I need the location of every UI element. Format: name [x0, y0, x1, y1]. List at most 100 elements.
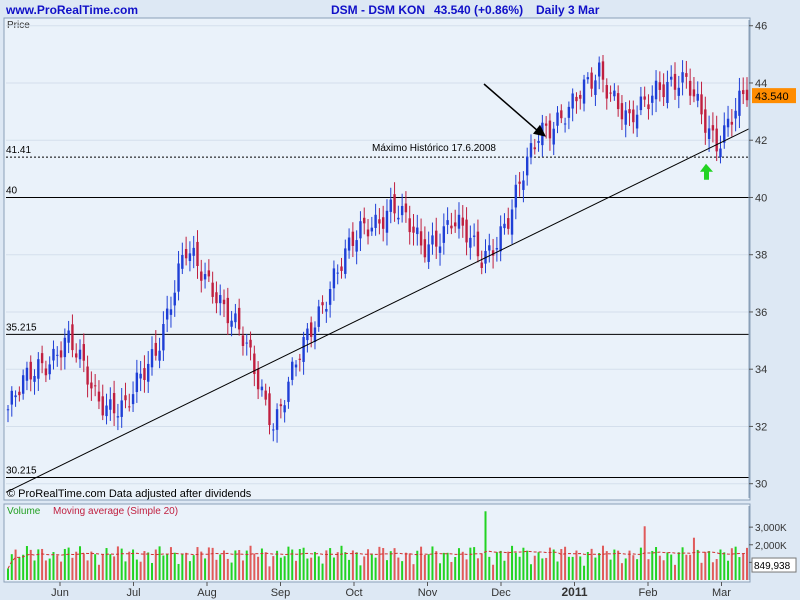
candlestick-series	[6, 54, 749, 443]
candle-body	[109, 399, 112, 410]
candle-body	[196, 241, 199, 267]
price-tick-label: 46	[755, 21, 767, 33]
candle-body	[192, 247, 195, 256]
volume-bar	[177, 563, 180, 580]
volume-bar	[556, 561, 559, 580]
candle-body	[389, 199, 392, 212]
volume-bar	[567, 556, 570, 580]
candle-body	[14, 395, 17, 398]
level-label: 41.41	[6, 145, 31, 156]
candle-body	[124, 395, 127, 401]
volume-bar	[450, 561, 453, 580]
volume-bar	[306, 558, 309, 580]
candle-body	[673, 73, 677, 90]
candle-body	[491, 250, 495, 256]
volume-last-tag	[751, 557, 797, 573]
candle-body	[408, 218, 411, 233]
level-label: 40	[6, 185, 18, 196]
candle-body	[78, 349, 82, 360]
candle-body	[177, 263, 180, 292]
volume-bar	[310, 557, 313, 580]
volume-bar	[397, 557, 400, 580]
black-arrow-head	[533, 124, 546, 137]
volume-bar	[575, 550, 578, 580]
volume-bar	[655, 547, 658, 580]
candle-body	[461, 217, 464, 226]
candle-body	[158, 350, 161, 361]
candle-body	[207, 270, 211, 277]
price-tick-label: 42	[755, 135, 767, 147]
volume-bar	[135, 559, 138, 580]
volume-bar	[22, 554, 25, 580]
volume-bar	[620, 563, 623, 580]
volume-bar	[685, 554, 688, 580]
candle-body	[688, 80, 692, 96]
volume-bar	[18, 557, 21, 580]
candle-body	[575, 96, 578, 102]
candle-body	[256, 368, 260, 390]
volume-bar	[101, 554, 104, 580]
volume-bar	[427, 554, 430, 580]
volume-bar	[264, 552, 267, 580]
candle-body	[21, 375, 25, 394]
volume-tick-label: 3,000K	[755, 523, 787, 534]
volume-bar	[188, 561, 191, 580]
candle-body	[48, 364, 51, 375]
candle-body	[139, 373, 142, 379]
volume-bar	[484, 511, 487, 580]
candle-body	[268, 393, 271, 426]
candle-body	[692, 89, 696, 97]
volume-bar	[351, 550, 354, 580]
period-label: Daily 3 Mar	[536, 3, 600, 17]
candle-body	[245, 342, 248, 344]
candle-body	[423, 239, 427, 258]
candle-body	[169, 309, 173, 315]
volume-bar	[336, 552, 339, 580]
candle-body	[321, 302, 324, 306]
price-panel	[3, 17, 751, 501]
volume-bar	[590, 548, 593, 580]
volume-bar	[469, 547, 472, 580]
volume-bar	[245, 550, 248, 580]
site-link[interactable]: www.ProRealTime.com	[5, 3, 138, 17]
volume-bar	[279, 557, 282, 580]
candle-body	[704, 109, 707, 133]
candle-body	[294, 364, 298, 368]
candle-body	[476, 231, 480, 257]
volume-bar	[29, 549, 32, 580]
candle-body	[453, 222, 457, 227]
candle-body	[44, 368, 48, 376]
volume-bar	[730, 548, 733, 580]
horizontal-levels: 41.41 40 35.215 30.215	[6, 145, 749, 479]
volume-bar	[609, 559, 612, 580]
volume-bar	[465, 559, 468, 580]
volume-bar	[10, 554, 13, 580]
volume-bar	[63, 548, 66, 580]
green-up-arrow	[700, 163, 713, 180]
candle-body	[563, 123, 567, 125]
time-tick-label: Feb	[639, 587, 658, 599]
time-tick-label: Sep	[271, 587, 291, 599]
candle-body	[131, 394, 135, 405]
candle-body	[742, 90, 745, 95]
record-high-label: Máximo Histórico 17.6.2008	[372, 143, 496, 154]
time-tick-label: Nov	[418, 587, 438, 599]
time-tick-label: Dec	[491, 587, 511, 599]
candle-body	[488, 245, 491, 251]
candle-body	[234, 313, 237, 323]
volume-bar	[571, 556, 574, 580]
candle-body	[385, 210, 389, 233]
candle-body	[525, 156, 529, 176]
candle-body	[351, 231, 355, 246]
candle-body	[450, 225, 453, 229]
candle-body	[594, 80, 597, 95]
candle-body	[336, 272, 339, 274]
price-tick-label: 40	[755, 192, 767, 204]
candle-body	[639, 96, 643, 111]
volume-bar	[461, 551, 464, 580]
volume-bar	[207, 547, 210, 580]
last-price-tag	[752, 88, 796, 104]
volume-bar	[492, 564, 495, 580]
black-arrow-shaft	[483, 83, 541, 134]
